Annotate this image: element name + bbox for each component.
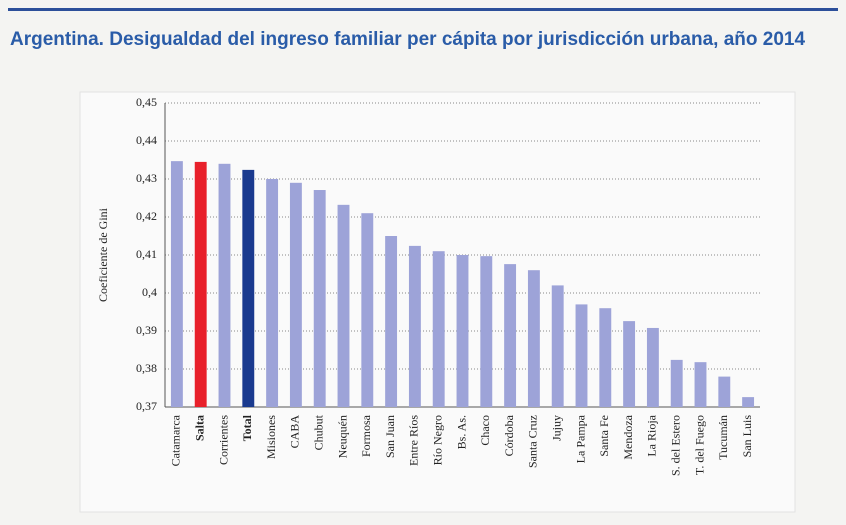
bar <box>456 255 469 407</box>
bar <box>599 308 612 407</box>
bar <box>337 204 350 407</box>
x-tick-label: S. del Estero <box>668 415 682 476</box>
bar <box>623 321 636 407</box>
bar <box>194 161 207 407</box>
x-tick-label: Misiones <box>264 415 278 459</box>
bar <box>289 182 302 407</box>
bar <box>313 190 326 407</box>
top-rule <box>8 8 838 11</box>
x-tick-label: San Luis <box>740 415 754 458</box>
bar <box>718 376 731 407</box>
bar <box>170 161 183 407</box>
bar <box>361 213 374 407</box>
y-tick-label: 0,43 <box>136 171 157 185</box>
x-tick-label: Formosa <box>359 414 373 457</box>
bar <box>670 359 683 407</box>
x-tick-label: Córdoba <box>502 414 516 456</box>
x-tick-label: Santa Fe <box>597 415 611 457</box>
bar <box>218 163 231 407</box>
y-tick-label: 0,42 <box>136 209 157 223</box>
bar <box>266 179 279 407</box>
x-tick-label: CABA <box>288 415 302 449</box>
chart-title: Argentina. Desigualdad del ingreso famil… <box>10 29 806 50</box>
x-tick-label: Total <box>240 414 254 441</box>
x-tick-label: Río Negro <box>430 415 444 465</box>
x-tick-label: Chubut <box>311 414 325 450</box>
x-tick-label: T. del Fuego <box>692 415 706 475</box>
x-tick-label: La Pampa <box>573 414 587 463</box>
x-tick-label: Mendoza <box>621 414 635 459</box>
bar <box>480 256 493 407</box>
bar <box>385 236 398 407</box>
y-tick-label: 0,37 <box>136 399 157 413</box>
y-tick-label: 0,38 <box>136 361 157 375</box>
bar <box>527 270 540 407</box>
x-tick-label: Tucumán <box>716 415 730 460</box>
y-tick-label: 0,44 <box>136 133 157 147</box>
y-tick-label: 0,45 <box>136 95 157 109</box>
bar <box>408 245 421 407</box>
bar <box>504 264 517 407</box>
x-tick-label: Santa Cruz <box>526 415 540 468</box>
x-tick-label: Chaco <box>478 415 492 446</box>
y-tick-label: 0,4 <box>142 285 157 299</box>
x-tick-label: San Juan <box>383 415 397 458</box>
bar <box>551 285 564 407</box>
y-tick-label: 0,41 <box>136 247 157 261</box>
x-tick-label: Bs. As. <box>454 415 468 449</box>
bar <box>694 362 707 407</box>
x-tick-label: Entre Ríos <box>407 415 421 466</box>
bar <box>742 397 755 407</box>
bar <box>432 251 445 407</box>
x-tick-label: La Rioja <box>645 414 659 456</box>
x-tick-label: Corrientes <box>216 415 230 465</box>
y-axis-label: Coeficiente de Gini <box>96 207 110 302</box>
bar <box>242 169 255 407</box>
x-tick-label: Salta <box>192 415 206 441</box>
bar <box>575 304 588 407</box>
y-tick-label: 0,39 <box>136 323 157 337</box>
x-tick-label: Neuquén <box>335 415 349 458</box>
x-tick-label: Jujuy <box>549 415 563 441</box>
bar <box>646 327 659 407</box>
x-tick-label: Catamarca <box>169 414 183 466</box>
